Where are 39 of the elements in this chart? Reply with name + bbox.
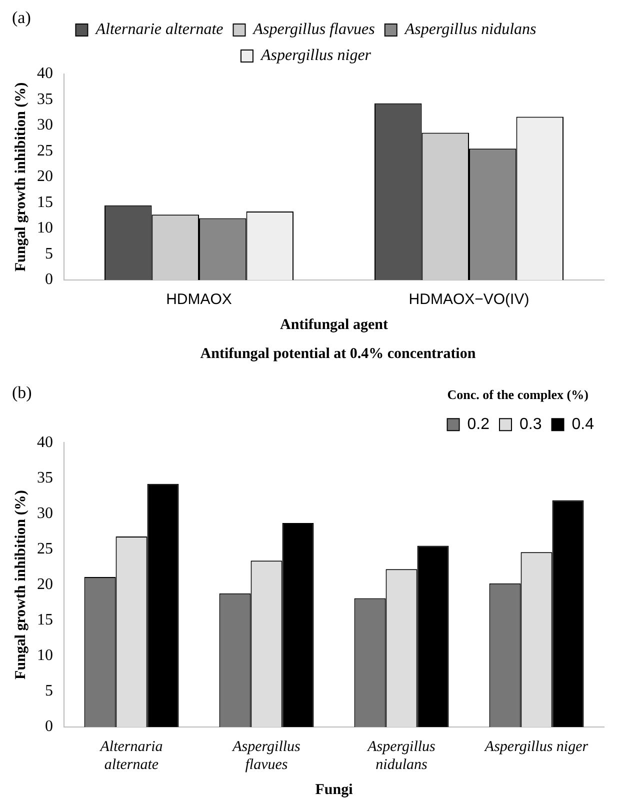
legend-title: Conc. of the complex (%) <box>447 386 588 402</box>
y-tick-label: 30 <box>37 504 53 522</box>
y-axis-title: Fungal growth inhibition (%) <box>12 82 29 272</box>
y-tick-label: 30 <box>37 116 53 134</box>
y-tick-label: 20 <box>37 576 53 594</box>
legend-label: 0.3 <box>520 416 542 434</box>
y-tick-label: 40 <box>37 65 53 82</box>
y-tick-label: 0 <box>45 271 53 288</box>
y-tick-label: 5 <box>45 682 53 700</box>
y-tick-label: 35 <box>37 469 53 486</box>
legend-label: 0.4 <box>572 416 594 434</box>
y-tick-label: 10 <box>37 647 53 664</box>
x-tick-label: Aspergillus nidulans <box>366 738 436 773</box>
y-tick-label: 20 <box>37 168 53 186</box>
legend-label: Aspergillus niger <box>260 47 372 64</box>
y-tick-label: 35 <box>37 90 53 108</box>
y-tick-label: 0 <box>45 718 53 736</box>
legend-label: 0.2 <box>467 416 490 434</box>
y-axis-title: Fungal growth inhibition (%) <box>12 490 29 680</box>
y-tick-label: 25 <box>37 142 53 160</box>
legend-label: Alternarie alternate <box>94 21 224 38</box>
x-tick-label: HDMAOX <box>166 291 232 308</box>
y-tick-label: 10 <box>37 220 53 237</box>
text: (a) <box>12 8 31 28</box>
x-axis-title: Fungi <box>315 782 353 798</box>
y-tick-label: 40 <box>37 434 53 451</box>
text: (b) <box>12 383 32 403</box>
text: Antifungal potential at 0.4% concentration <box>199 346 477 363</box>
x-axis-title: Antifungal agent <box>280 316 388 333</box>
legend-label: Aspergillus nidulans <box>404 21 536 38</box>
x-tick-label: Alternaria alternate <box>99 738 163 773</box>
y-tick-label: 25 <box>37 540 53 558</box>
y-tick-label: 15 <box>37 612 53 629</box>
y-tick-label: 15 <box>37 194 53 211</box>
x-tick-label: HDMAOX−VO(IV) <box>408 291 530 308</box>
y-tick-label: 5 <box>45 245 53 262</box>
legend-label: Aspergillus flavues <box>252 21 375 38</box>
x-tick-label: Aspergillus niger <box>484 738 588 755</box>
x-tick-label: Aspergillus flavues <box>232 738 301 773</box>
